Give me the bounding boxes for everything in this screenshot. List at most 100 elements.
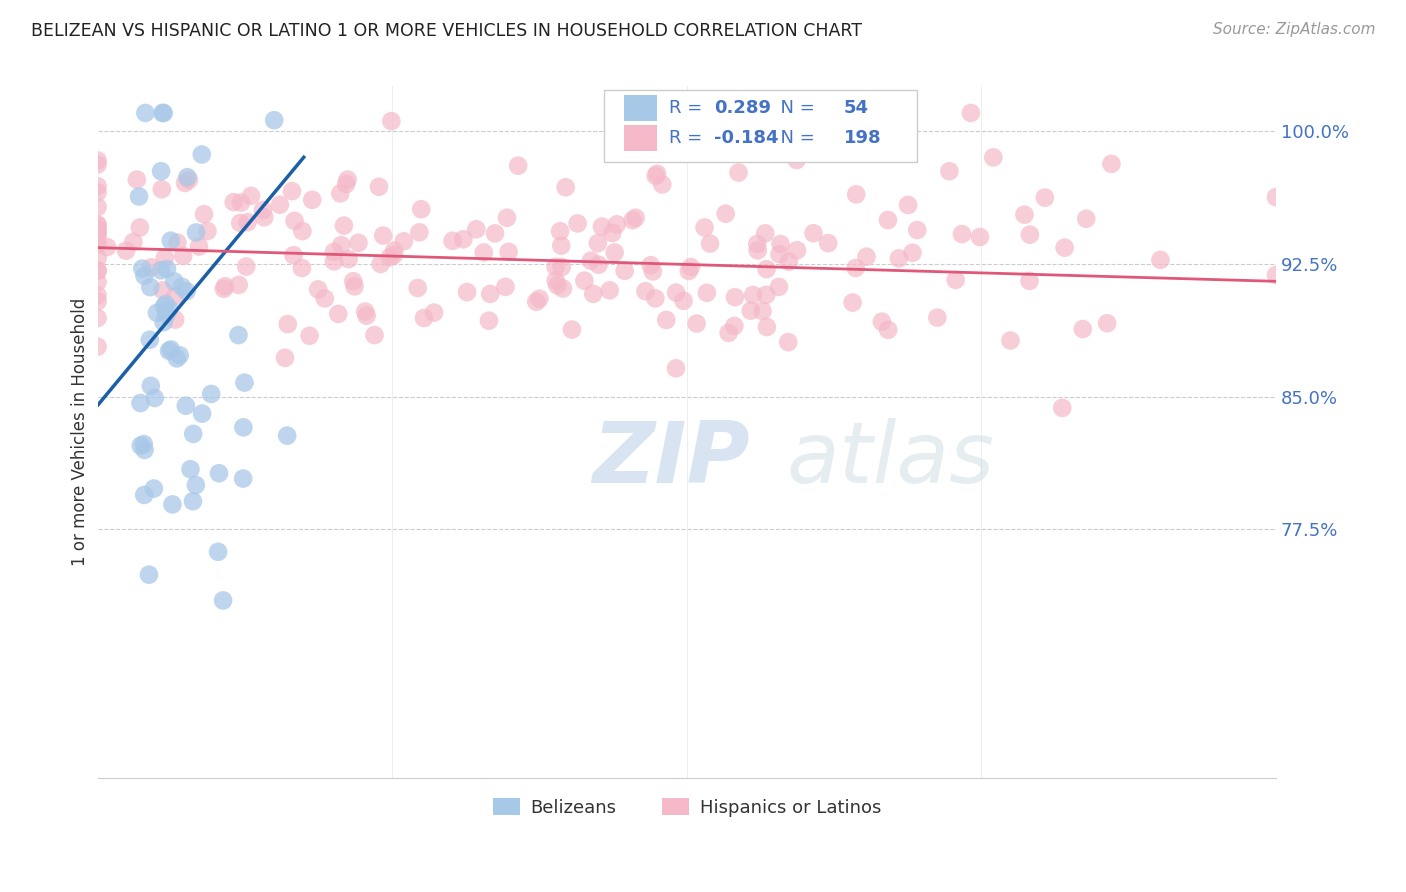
Point <box>1149 252 1171 267</box>
Point <box>927 310 949 325</box>
Point <box>86 225 108 239</box>
Point <box>184 226 207 240</box>
Point <box>152 106 174 120</box>
Point <box>141 260 163 275</box>
Point <box>554 180 576 194</box>
Point <box>176 285 198 299</box>
Point <box>870 315 893 329</box>
Point <box>86 219 108 233</box>
Point <box>561 322 583 336</box>
Point <box>478 314 501 328</box>
Point <box>86 288 108 302</box>
Point <box>724 290 747 304</box>
Point <box>508 159 530 173</box>
Point <box>599 284 621 298</box>
Point <box>747 244 769 258</box>
Point <box>269 198 291 212</box>
Point <box>184 478 207 492</box>
Point <box>769 237 792 252</box>
Point <box>276 428 298 442</box>
Point <box>382 244 405 258</box>
Point <box>157 301 180 316</box>
Point <box>129 396 152 410</box>
Point <box>153 299 176 313</box>
Point <box>333 219 356 233</box>
Point <box>150 164 173 178</box>
Point <box>382 248 405 262</box>
Point <box>1014 208 1036 222</box>
Point <box>131 261 153 276</box>
Point <box>328 307 350 321</box>
Point <box>1265 268 1288 282</box>
Text: ZIP: ZIP <box>592 418 751 501</box>
Point <box>283 214 305 228</box>
Point <box>191 407 214 421</box>
Point <box>640 258 662 272</box>
Point <box>155 297 177 311</box>
Point <box>86 186 108 200</box>
Point <box>166 351 188 366</box>
Point <box>546 278 568 293</box>
Point <box>845 187 868 202</box>
Point <box>378 250 401 264</box>
Point <box>177 173 200 187</box>
Point <box>465 222 488 236</box>
Text: atlas: atlas <box>787 418 995 501</box>
Point <box>742 288 765 302</box>
Point <box>86 340 108 354</box>
Point <box>86 200 108 214</box>
Point <box>181 426 204 441</box>
Point <box>143 391 166 405</box>
Point <box>672 293 695 308</box>
Point <box>128 189 150 203</box>
Point <box>600 226 623 240</box>
Point <box>228 277 250 292</box>
Point <box>1071 322 1094 336</box>
Point <box>747 236 769 251</box>
Point <box>139 280 162 294</box>
Point <box>574 274 596 288</box>
Point <box>283 248 305 262</box>
Point <box>655 313 678 327</box>
Point <box>665 285 688 300</box>
Point <box>172 249 194 263</box>
Point <box>165 289 187 303</box>
Point <box>86 264 108 278</box>
Point <box>212 282 235 296</box>
Point <box>1000 334 1022 348</box>
Point <box>1018 274 1040 288</box>
Point <box>413 310 436 325</box>
Point <box>1095 316 1118 330</box>
Point <box>817 236 839 251</box>
Point <box>621 213 644 227</box>
Point <box>472 245 495 260</box>
Point <box>232 420 254 434</box>
Point <box>86 223 108 237</box>
Point <box>755 320 778 334</box>
Point <box>159 234 181 248</box>
Point <box>665 361 688 376</box>
Point <box>323 244 346 259</box>
Point <box>696 285 718 300</box>
Point <box>550 238 572 252</box>
Point <box>751 304 773 318</box>
Point <box>150 263 173 277</box>
Point <box>363 328 385 343</box>
Point <box>86 294 108 309</box>
Point <box>337 252 360 266</box>
Point <box>423 305 446 319</box>
Point <box>679 260 702 274</box>
Point <box>392 234 415 248</box>
Point <box>122 235 145 249</box>
Point <box>1099 157 1122 171</box>
Text: N =: N = <box>769 99 821 117</box>
Point <box>579 253 602 268</box>
Point <box>456 285 478 299</box>
Point <box>778 254 800 268</box>
Point <box>277 317 299 331</box>
Point <box>163 274 186 288</box>
Point <box>1265 190 1288 204</box>
Point <box>86 252 108 266</box>
Point <box>373 228 395 243</box>
Point <box>132 437 155 451</box>
